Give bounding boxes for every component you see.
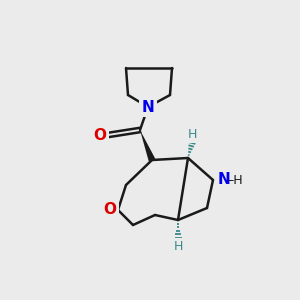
Text: N: N <box>142 100 154 115</box>
Text: O: O <box>94 128 106 142</box>
Text: O: O <box>103 202 116 217</box>
Text: H: H <box>173 239 183 253</box>
Text: N: N <box>218 172 231 188</box>
Text: H: H <box>187 128 197 142</box>
Polygon shape <box>140 130 155 161</box>
Text: –H: –H <box>227 173 243 187</box>
